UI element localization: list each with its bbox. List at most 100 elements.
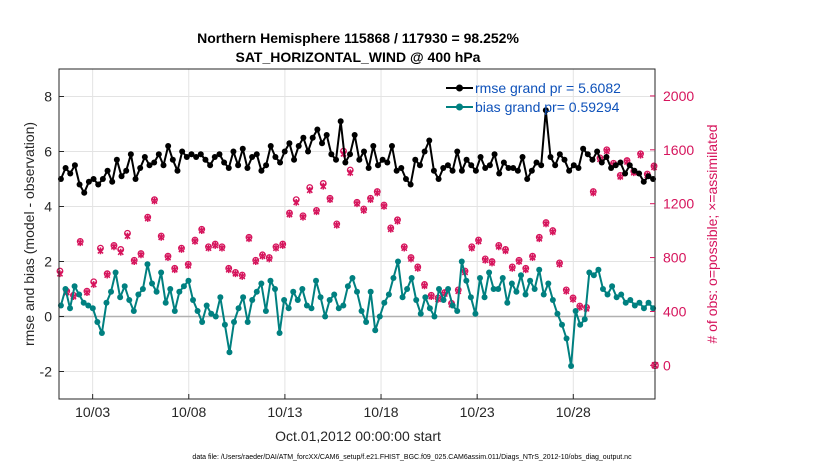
obs-assimilated-marker xyxy=(313,208,320,216)
rmse-point xyxy=(169,156,176,163)
obs-assimilated-marker xyxy=(286,211,293,218)
rmse-point xyxy=(379,156,386,163)
rmse-point xyxy=(640,178,647,185)
bias-point xyxy=(221,321,228,328)
rmse-point xyxy=(160,162,167,169)
rmse-point xyxy=(249,154,256,160)
obs-assimilated-marker xyxy=(117,248,124,256)
bias-point xyxy=(121,283,128,290)
obs-assimilated-marker xyxy=(104,271,111,279)
bias-point xyxy=(367,288,374,295)
obs-assimilated-marker xyxy=(320,182,327,190)
bias-point xyxy=(390,275,397,281)
rmse-point xyxy=(570,162,577,169)
y-right-tick-label: 2000 xyxy=(663,88,694,104)
rmse-point xyxy=(127,151,134,158)
rmse-point xyxy=(207,162,214,169)
rmse-point xyxy=(631,167,638,174)
y-tick-label: 8 xyxy=(44,89,52,105)
obs-assimilated-marker xyxy=(367,196,374,204)
rmse-point xyxy=(235,162,242,169)
y-tick-label: 2 xyxy=(44,254,52,270)
bias-point xyxy=(281,297,288,303)
rmse-point xyxy=(449,167,456,174)
bias-point xyxy=(536,266,543,273)
rmse-point xyxy=(221,159,228,166)
rmse-point xyxy=(281,148,288,155)
bias-point xyxy=(258,280,265,287)
rmse-point xyxy=(477,154,484,160)
obs-assimilated-marker xyxy=(522,266,529,274)
bias-point xyxy=(586,269,593,276)
bias-point xyxy=(180,283,187,290)
rmse-point xyxy=(286,140,293,147)
rmse-point xyxy=(482,165,489,171)
rmse-point xyxy=(472,167,479,174)
bias-point xyxy=(440,297,447,303)
bias-point xyxy=(235,305,242,312)
obs-assimilated-marker xyxy=(590,189,597,197)
bias-point xyxy=(253,288,260,295)
obs-assimilated-marker xyxy=(279,242,286,249)
rmse-point xyxy=(146,162,153,169)
x-tick-label: 10/03 xyxy=(75,404,110,420)
bias-point xyxy=(167,286,174,292)
bias-point xyxy=(472,310,479,317)
rmse-point xyxy=(337,118,344,125)
obs-assimilated-marker xyxy=(191,238,199,245)
rmse-point xyxy=(575,165,582,171)
bias-point xyxy=(445,286,452,292)
obs-assimilated-marker xyxy=(428,293,435,301)
rmse-point xyxy=(463,156,470,163)
bias-point xyxy=(499,275,506,281)
bias-point xyxy=(199,319,206,325)
rmse-point xyxy=(179,148,186,155)
obs-assimilated-marker xyxy=(205,244,212,252)
rmse-point xyxy=(393,167,400,174)
bias-point xyxy=(640,305,647,312)
rmse-point xyxy=(244,165,251,171)
rmse-point xyxy=(533,159,540,166)
bias-point xyxy=(267,277,274,284)
bias-point xyxy=(176,288,183,295)
rmse-point xyxy=(603,154,610,160)
bias-point xyxy=(399,294,406,301)
rmse-point xyxy=(267,143,274,149)
rmse-point xyxy=(444,162,451,169)
bias-point xyxy=(540,291,547,298)
bias-point xyxy=(308,305,315,312)
rmse-point xyxy=(319,140,326,147)
rmse-point xyxy=(85,178,92,185)
rmse-point xyxy=(230,148,237,155)
rmse-point xyxy=(314,126,321,133)
obs-assimilated-marker xyxy=(353,200,361,208)
bias-point xyxy=(240,294,247,301)
bias-point xyxy=(276,330,283,336)
rmse-point xyxy=(333,156,340,163)
rmse-point xyxy=(528,167,535,174)
bias-point xyxy=(290,288,297,295)
obs-assimilated-marker xyxy=(293,198,300,206)
bias-point xyxy=(631,302,638,309)
rmse-point xyxy=(118,173,125,180)
bias-point xyxy=(376,313,383,320)
rmse-point xyxy=(272,154,279,160)
obs-assimilated-marker xyxy=(124,232,131,240)
obs-assimilated-marker xyxy=(225,266,232,274)
rmse-point xyxy=(300,134,307,141)
rmse-point xyxy=(132,176,139,182)
bias-point xyxy=(226,349,233,356)
bias-point xyxy=(508,280,515,287)
obs-assimilated-marker xyxy=(266,255,273,263)
bias-point xyxy=(636,299,643,306)
bias-point xyxy=(645,299,652,306)
obs-assimilated-marker xyxy=(549,228,556,236)
rmse-point xyxy=(62,165,69,171)
obs-assimilated-marker xyxy=(218,244,226,252)
rmse-point xyxy=(155,151,162,158)
bias-point xyxy=(262,308,269,314)
bias-point xyxy=(190,297,197,303)
rmse-point xyxy=(81,189,88,196)
obs-assimilated-marker xyxy=(77,239,84,247)
obs-assimilated-marker xyxy=(259,252,266,260)
